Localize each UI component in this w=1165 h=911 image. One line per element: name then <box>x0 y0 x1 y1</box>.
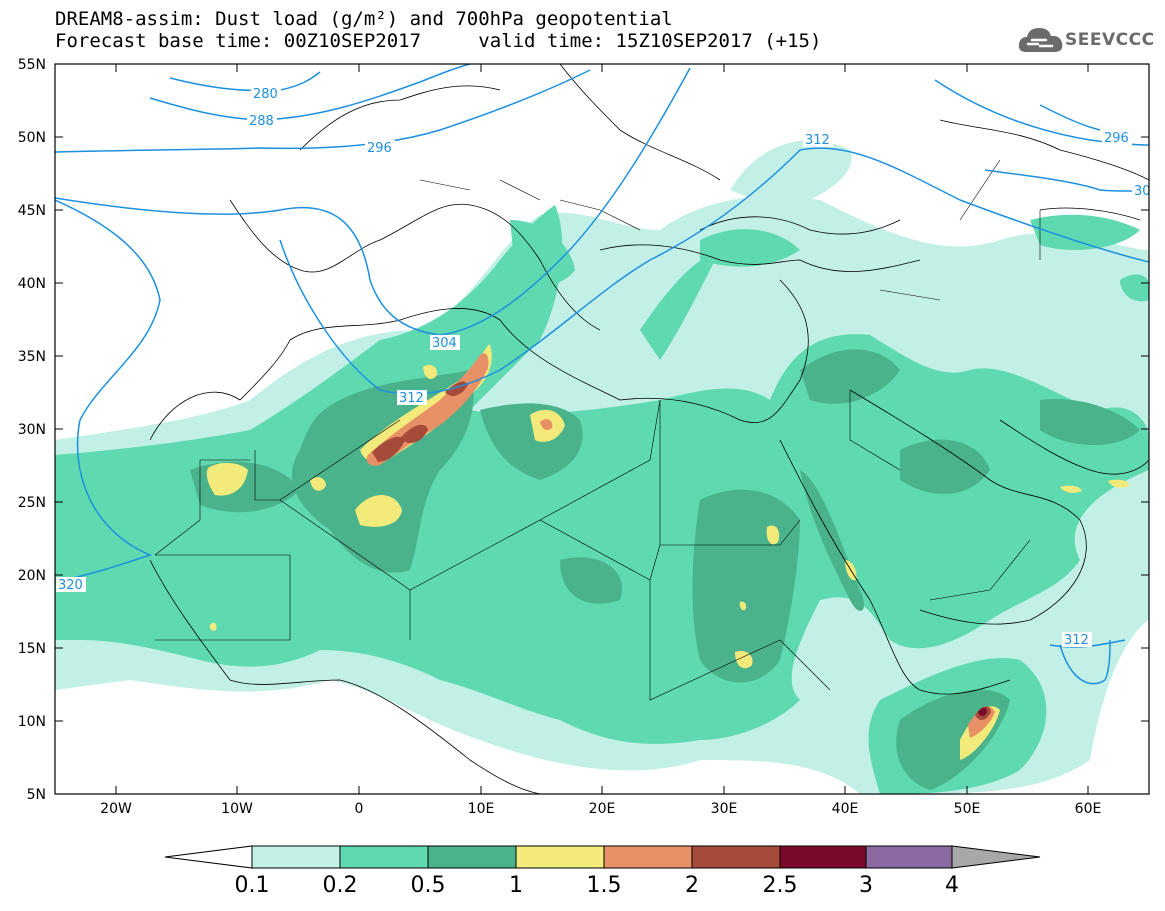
map-plot-area: 280 288 296 304 312 320 312 312 296 30 <box>55 64 1151 794</box>
lon-label: 30E <box>711 801 738 817</box>
map-title: DREAM8-assim: Dust load (g/m²) and 700hP… <box>55 8 673 30</box>
colorbar <box>164 845 1041 869</box>
colorbar-min-arrow <box>164 845 253 869</box>
cloud-icon <box>1018 28 1063 52</box>
borders <box>154 159 1041 701</box>
lat-label: 30N <box>18 422 46 438</box>
colorbar-swatch <box>251 845 341 869</box>
colorbar-label: 0.1 <box>235 873 270 898</box>
contour-labels: 280 288 296 304 312 320 312 312 296 30 <box>56 86 1151 648</box>
lat-label: 20N <box>18 568 46 584</box>
lat-label: 10N <box>18 714 46 730</box>
colorbar-swatch <box>865 845 953 869</box>
lat-label: 55N <box>18 57 46 73</box>
contour-label-288: 288 <box>249 114 274 129</box>
colorbar-label: 0.5 <box>411 873 446 898</box>
colorbar-swatch <box>691 845 781 869</box>
colorbar-swatch <box>427 845 517 869</box>
lat-label: 5N <box>27 787 46 803</box>
lat-label: 15N <box>18 641 46 657</box>
colorbar-label: 1.5 <box>587 873 622 898</box>
lat-label: 35N <box>18 349 46 365</box>
lon-label: 10E <box>468 801 495 817</box>
dust-level-darkred <box>978 707 987 717</box>
colorbar-label: 3 <box>859 873 873 898</box>
contour-label-280: 280 <box>253 87 278 102</box>
colorbar-swatch <box>779 845 867 869</box>
logo-text: SEEVCCC <box>1065 30 1155 50</box>
lon-label: 60E <box>1075 801 1102 817</box>
colorbar-max-arrow <box>951 845 1041 869</box>
lon-label: 50E <box>954 801 981 817</box>
contour-label-312-east: 312 <box>805 133 830 148</box>
coastlines <box>149 64 1149 794</box>
colorbar-swatch <box>339 845 429 869</box>
latitude-labels: 55N 50N 45N 40N 35N 30N 25N 20N 15N 10N … <box>18 57 46 803</box>
colorbar-label: 0.2 <box>323 873 358 898</box>
lon-label: 40E <box>832 801 859 817</box>
seevccc-logo: SEEVCCC <box>1018 24 1158 58</box>
lon-label: 20W <box>100 801 132 817</box>
lon-label: 20E <box>589 801 616 817</box>
colorbar-label: 1 <box>509 873 523 898</box>
map-tick-marks <box>55 63 1149 795</box>
contour-label-304: 304 <box>432 336 457 351</box>
contour-label-312-arabian-sea: 312 <box>1064 633 1089 648</box>
colorbar-label: 2.5 <box>763 873 798 898</box>
contour-label-30-clipped: 30 <box>1134 184 1151 199</box>
dust-level-brown <box>372 381 991 721</box>
base-time: Forecast base time: 00Z10SEP2017 <box>55 30 422 52</box>
colorbar-swatch <box>603 845 693 869</box>
contour-label-312: 312 <box>399 391 424 406</box>
map-time-line: Forecast base time: 00Z10SEP2017 valid t… <box>55 30 821 52</box>
map-header: DREAM8-assim: Dust load (g/m²) and 700hP… <box>55 8 821 52</box>
valid-time: valid time: 15Z10SEP2017 (+15) <box>478 30 822 52</box>
lat-label: 40N <box>18 276 46 292</box>
colorbar-swatch <box>515 845 605 869</box>
lon-label: 0 <box>355 801 364 817</box>
longitude-labels: 20W 10W 0 10E 20E 30E 40E 50E 60E <box>100 801 1101 817</box>
lat-label: 50N <box>18 130 46 146</box>
lat-label: 25N <box>18 495 46 511</box>
contour-label-296-east: 296 <box>1104 131 1129 146</box>
contour-label-320: 320 <box>58 578 83 593</box>
colorbar-label: 2 <box>685 873 699 898</box>
colorbar-labels: 0.1 0.2 0.5 1 1.5 2 2.5 3 4 <box>235 873 960 898</box>
lon-label: 10W <box>221 801 253 817</box>
contour-label-296: 296 <box>367 141 392 156</box>
colorbar-label: 4 <box>945 873 959 898</box>
lat-label: 45N <box>18 203 46 219</box>
